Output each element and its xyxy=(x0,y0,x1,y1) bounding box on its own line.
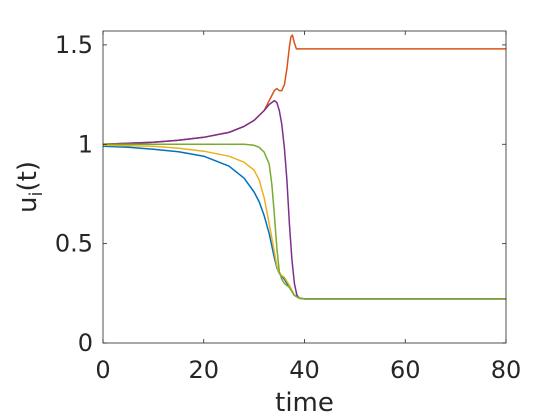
x-tick-label: 20 xyxy=(188,356,219,384)
y-axis-label-suffix: (t) xyxy=(13,161,43,191)
y-tick-label: 1.5 xyxy=(55,31,93,59)
y-tick-label: 0 xyxy=(78,329,93,357)
y-tick-label: 1 xyxy=(78,130,93,158)
plot-area xyxy=(103,31,506,343)
y-tick-label: 0.5 xyxy=(55,230,93,258)
x-tick-label: 60 xyxy=(390,356,421,384)
y-axis-label: ui(t) xyxy=(13,161,47,213)
y-axis-ticks: 0 0.5 1 1.5 xyxy=(55,31,506,357)
x-tick-label: 80 xyxy=(491,356,522,384)
x-tick-label: 0 xyxy=(95,356,110,384)
x-tick-label: 40 xyxy=(289,356,320,384)
x-axis-ticks: 0 20 40 60 80 xyxy=(95,31,521,384)
y-axis-label-subscript: i xyxy=(26,191,47,196)
y-axis-label-main: u xyxy=(13,197,43,213)
x-axis-label: time xyxy=(275,388,334,418)
series-group xyxy=(102,34,506,300)
series-line-5 xyxy=(103,143,506,300)
